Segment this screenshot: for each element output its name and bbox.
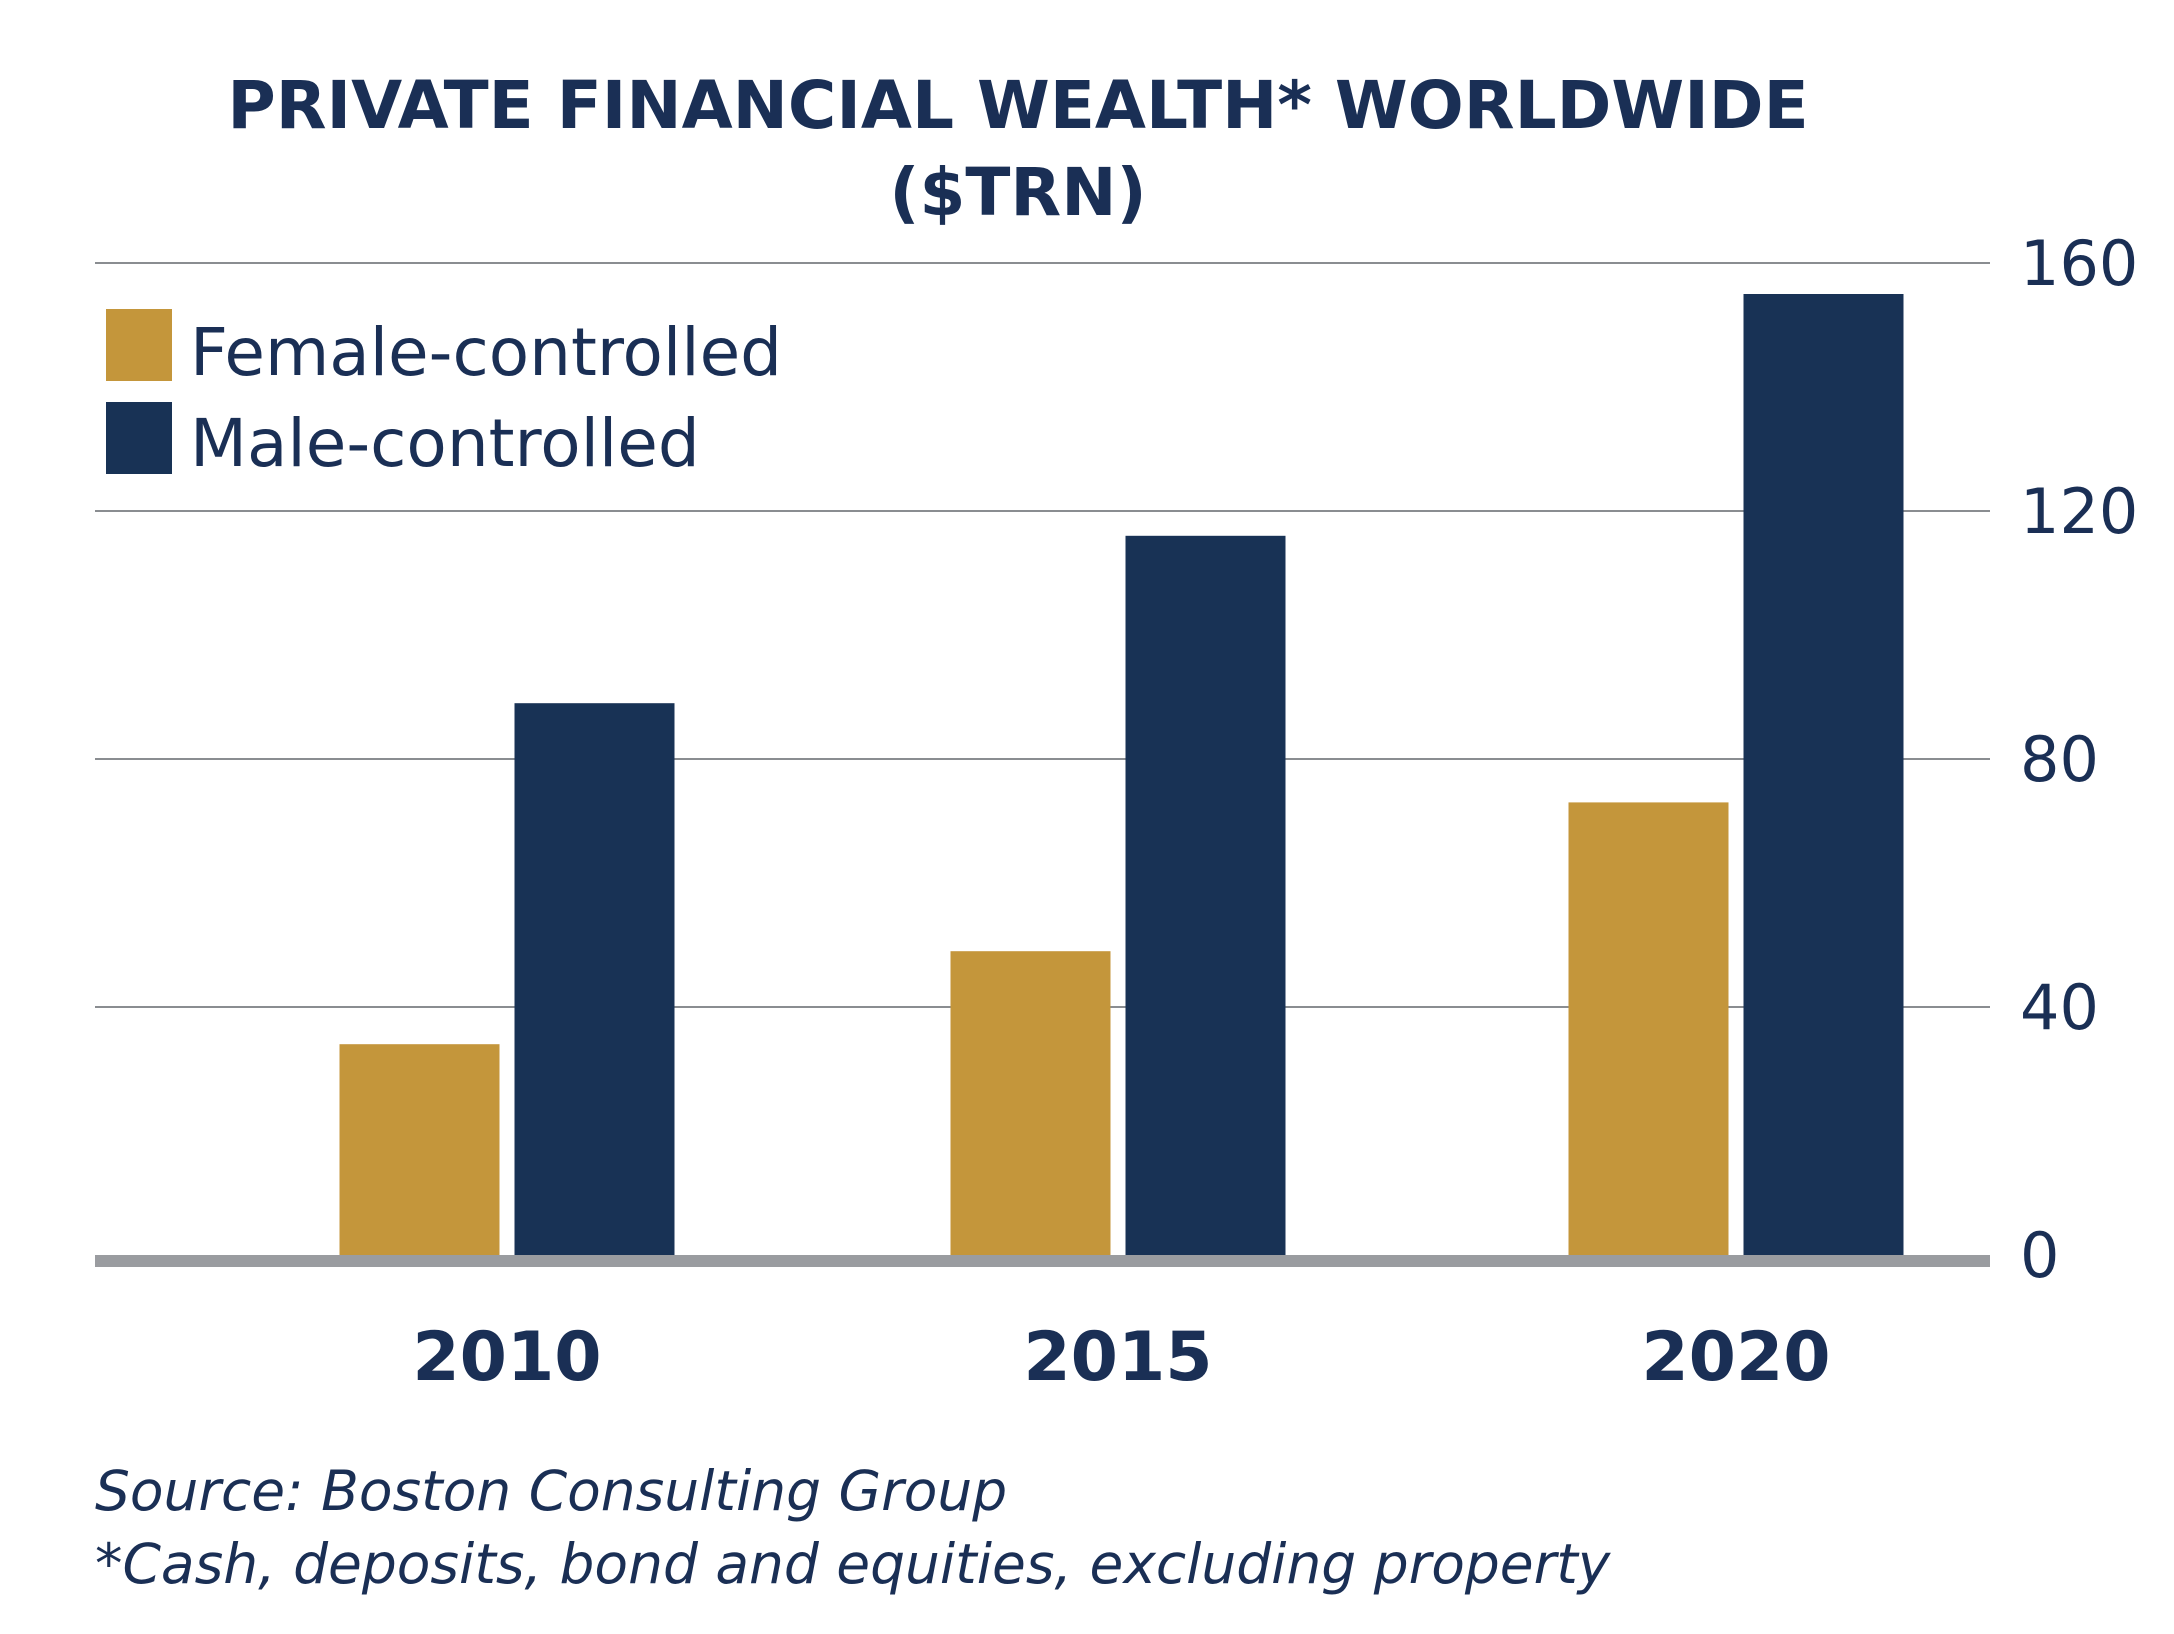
legend-label-male: Male-controlled — [190, 405, 700, 482]
bar-female-controlled-2020 — [1568, 802, 1729, 1255]
x-axis-categories: 2010 2015 2020 — [412, 1318, 1830, 1397]
chart-subtitle: ($TRN) — [889, 154, 1146, 231]
y-axis-ticks: 0 40 80 120 160 — [2020, 227, 2138, 1292]
bar-female-controlled-2010 — [339, 1044, 500, 1255]
bars — [339, 294, 1904, 1255]
y-tick-label: 0 — [2020, 1219, 2059, 1292]
y-tick-label: 160 — [2020, 227, 2138, 300]
x-axis-baseline — [95, 1255, 1990, 1267]
legend-swatch-male — [106, 402, 172, 474]
chart-title: PRIVATE FINANCIAL WEALTH* WORLDWIDE — [227, 67, 1808, 144]
legend-swatch-female — [106, 309, 172, 381]
bar-female-controlled-2015 — [950, 951, 1111, 1255]
baseline — [95, 1255, 1990, 1267]
y-tick-label: 120 — [2020, 475, 2138, 548]
x-tick-label: 2020 — [1641, 1318, 1830, 1397]
footnote: *Cash, deposits, bond and equities, excl… — [95, 1532, 1612, 1596]
legend: Female-controlled Male-controlled — [106, 309, 782, 482]
x-tick-label: 2015 — [1023, 1318, 1212, 1397]
bar-male-controlled-2010 — [514, 703, 675, 1255]
x-tick-label: 2010 — [412, 1318, 601, 1397]
source-note: Source: Boston Consulting Group — [95, 1459, 1007, 1523]
bar-male-controlled-2015 — [1125, 535, 1286, 1255]
y-tick-label: 80 — [2020, 723, 2099, 796]
bar-male-controlled-2020 — [1743, 294, 1904, 1255]
legend-label-female: Female-controlled — [190, 314, 782, 391]
y-tick-label: 40 — [2020, 971, 2099, 1044]
